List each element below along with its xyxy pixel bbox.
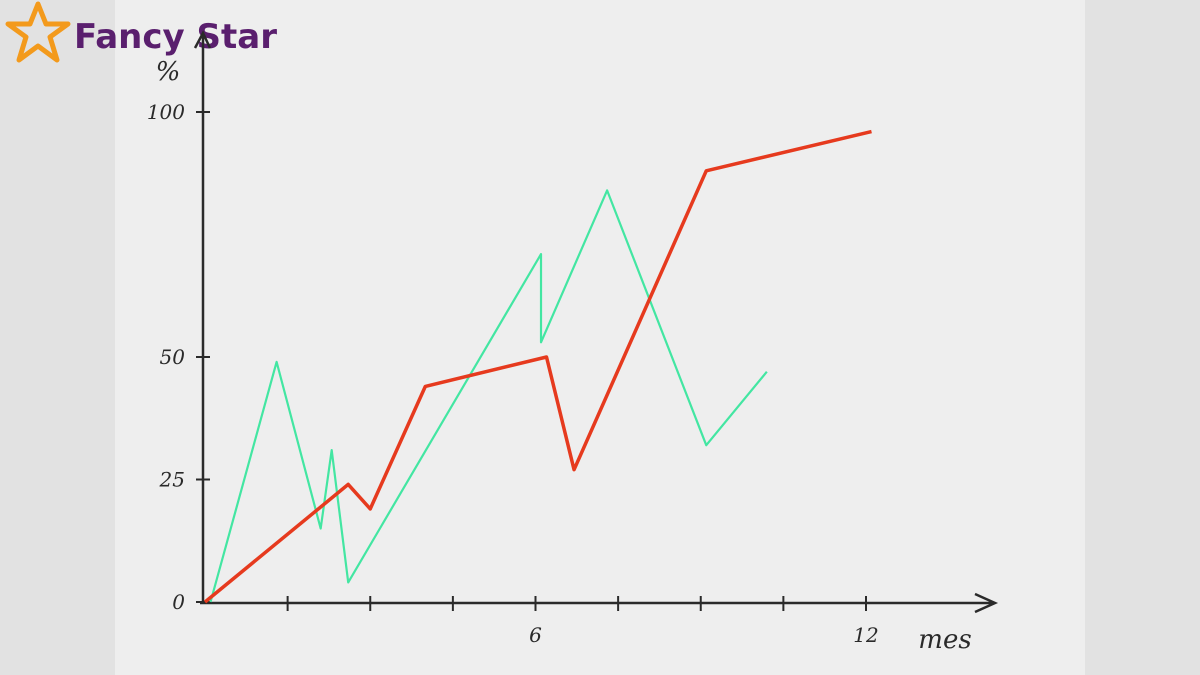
- series-line: [209, 189, 768, 603]
- x-axis-label: mes: [918, 625, 971, 655]
- x-tick-label: 12: [853, 623, 878, 647]
- y-tick-label: 50: [160, 345, 186, 369]
- x-axis: [200, 592, 999, 614]
- logo: Fancy Star: [5, 1, 277, 63]
- y-axis: [193, 30, 212, 604]
- y-tick-label: 0: [172, 590, 185, 614]
- paper: [115, 0, 1085, 675]
- series-line: [203, 129, 872, 604]
- plot: % mes 0 25 50 100 6 12: [147, 30, 999, 655]
- y-tick-label: 25: [159, 468, 185, 492]
- y-axis-label: %: [156, 57, 181, 87]
- x-tick-label: 6: [529, 623, 542, 647]
- y-tick-label: 100: [147, 100, 185, 124]
- logo-star: [5, 1, 71, 63]
- logo-text: Fancy Star: [74, 17, 277, 57]
